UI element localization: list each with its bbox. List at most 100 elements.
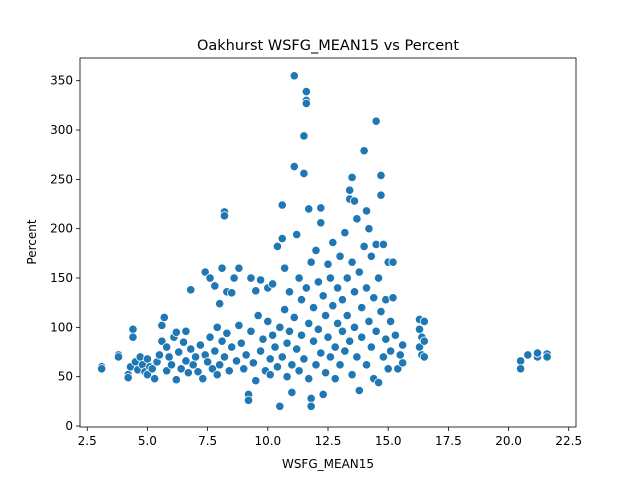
scatter-point: [304, 204, 314, 214]
scatter-point: [284, 287, 295, 297]
scatter-point: [243, 395, 254, 405]
plot-area: [80, 58, 576, 427]
scatter-point: [308, 336, 319, 346]
scatter-point: [222, 328, 232, 338]
scatter-point: [212, 322, 222, 332]
scatter-point: [311, 360, 321, 370]
scatter-point: [383, 364, 393, 374]
scatter-point: [318, 389, 328, 400]
scatter-point: [357, 332, 367, 342]
scatter-point: [246, 326, 256, 336]
scatter-point: [280, 304, 290, 315]
scatter-point: [248, 358, 258, 368]
scatter-point: [299, 354, 309, 364]
scatter-point: [176, 364, 186, 374]
scatter-point: [97, 364, 107, 374]
scatter-point: [219, 211, 230, 221]
scatter-point: [272, 362, 283, 372]
y-axis-label: Percent: [25, 219, 39, 264]
scatter-point: [255, 346, 266, 356]
x-tick-label: 12.5: [315, 434, 342, 448]
scatter-point: [294, 366, 304, 376]
scatter-point: [369, 293, 379, 303]
scatter-point: [174, 347, 184, 357]
scatter-point: [340, 346, 350, 356]
x-tick-label: 2.5: [78, 434, 97, 448]
scatter-point: [207, 364, 218, 374]
scatter-point: [301, 86, 311, 97]
scatter-point: [328, 301, 338, 311]
scatter-point: [364, 316, 374, 327]
scatter-point: [318, 291, 328, 301]
scatter-point: [385, 316, 396, 327]
scatter-point: [337, 326, 348, 336]
scatter-point: [258, 334, 268, 344]
scatter-point: [181, 326, 191, 336]
scatter-point: [195, 340, 205, 350]
scatter-point: [313, 277, 323, 287]
scatter-point: [265, 354, 275, 364]
scatter-point: [159, 312, 169, 323]
scatter-point: [224, 366, 234, 376]
scatter-point: [342, 273, 352, 283]
scatter-point: [186, 344, 196, 354]
scatter-point: [296, 330, 307, 340]
scatter-point: [128, 324, 138, 334]
scatter-point: [251, 376, 261, 386]
scatter-point: [113, 352, 124, 362]
scatter-point: [142, 354, 153, 364]
scatter-point: [289, 312, 299, 323]
scatter-point: [349, 322, 360, 332]
scatter-point: [171, 375, 181, 385]
scatter-point: [193, 367, 203, 377]
x-tick-label: 5.0: [138, 434, 157, 448]
scatter-point: [388, 293, 398, 303]
scatter-point: [349, 196, 360, 206]
scatter-point: [313, 324, 323, 334]
scatter-point: [304, 374, 314, 384]
scatter-point: [388, 257, 398, 267]
scatter-point: [532, 348, 543, 358]
scatter-point: [299, 131, 309, 141]
scatter-point: [277, 200, 287, 210]
scatter-point: [178, 337, 189, 347]
scatter-point: [217, 263, 227, 273]
scatter-point: [164, 352, 174, 362]
scatter-point: [354, 385, 364, 396]
scatter-point: [373, 377, 384, 388]
scatter-point: [292, 230, 302, 240]
scatter-point: [212, 370, 222, 380]
scatter-point: [251, 286, 261, 296]
y-axis: 0 50 100 150 200 250 300 350: [50, 74, 80, 433]
scatter-point: [376, 306, 386, 317]
scatter-point: [345, 336, 355, 346]
scatter-point: [292, 344, 302, 354]
scatter-point: [419, 336, 429, 346]
y-tick-label: 50: [58, 370, 73, 384]
scatter-point: [282, 372, 292, 382]
scatter-point: [268, 279, 278, 289]
scatter-point: [210, 346, 220, 356]
scatter-point: [294, 273, 304, 283]
scatter-point: [280, 263, 290, 273]
scatter-point: [301, 98, 311, 108]
scatter-point: [325, 273, 336, 283]
scatter-point: [190, 352, 201, 362]
scatter-point: [542, 352, 552, 362]
scatter-point: [325, 352, 336, 362]
scatter-point: [282, 338, 292, 348]
scatter-point: [186, 285, 196, 295]
scatter-point: [316, 348, 326, 358]
y-tick-label: 100: [50, 320, 73, 334]
scatter-point: [308, 303, 319, 313]
scatter-point: [366, 251, 376, 261]
x-axis: 2.5 5.0 7.5 10.0 12.5 15.0 17.5 20.0 22.5: [78, 427, 582, 448]
scatter-point: [371, 326, 381, 336]
scatter-point: [342, 310, 352, 321]
scatter-point: [272, 241, 283, 252]
scatter-point: [333, 283, 343, 293]
scatter-point: [231, 356, 242, 366]
scatter-point: [311, 245, 321, 255]
scatter-point: [306, 401, 316, 411]
scatter-point: [205, 273, 215, 283]
